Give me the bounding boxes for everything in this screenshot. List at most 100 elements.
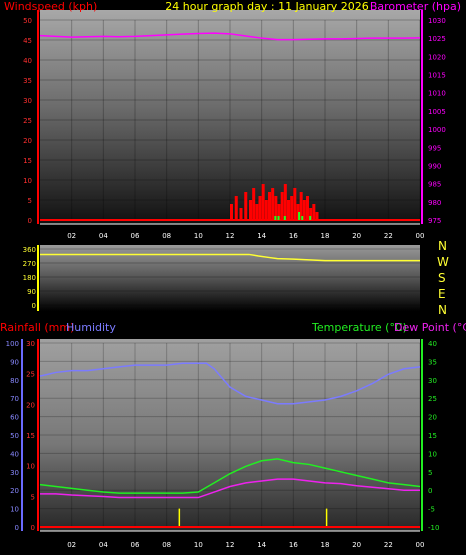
windspeed-bar: [283, 184, 287, 220]
windspeed-tick-label: 30: [23, 97, 32, 105]
temperature-tick-label: 20: [428, 414, 437, 422]
humidity-tick-label: 10: [10, 506, 19, 514]
temperature-x-tick-label: 20: [352, 541, 361, 549]
dewpoint-line: [40, 478, 420, 499]
barometer-tick-label: 1005: [428, 108, 446, 116]
windspeed-axis-title: Windspeed (kph): [4, 0, 97, 13]
windspeed-bar: [255, 204, 259, 220]
windspeed-bar: [271, 188, 275, 220]
wind-x-tick-label: 16: [289, 232, 298, 240]
temperature-x-tick-label: 16: [289, 541, 298, 549]
barometer-axis-title: Barometer (hpa): [370, 0, 461, 13]
wind-x-tick-label: 02: [67, 232, 76, 240]
gust-bar: [283, 216, 286, 220]
direction-tick-label: 270: [23, 260, 36, 268]
direction-tick-label: 180: [23, 274, 36, 282]
humidity-tick-label: 20: [10, 487, 19, 495]
windspeed-bar: [299, 192, 303, 220]
barometer-tick-label: 980: [428, 199, 441, 207]
compass-label-n-top: N: [438, 239, 447, 253]
gust-bar: [274, 216, 277, 220]
temperature-x-tick-label: 00: [416, 541, 425, 549]
windspeed-bar: [230, 204, 233, 220]
wind-x-tick-label: 22: [384, 232, 393, 240]
windspeed-bar: [252, 188, 256, 220]
temperature-x-tick-label: 14: [257, 541, 266, 549]
wind-x-tick-label: 04: [99, 232, 108, 240]
wind-x-tick-label: 12: [226, 232, 235, 240]
humidity-tick-label: 30: [10, 469, 19, 477]
windspeed-tick-label: 45: [23, 37, 32, 45]
windspeed-tick-label: 50: [23, 17, 32, 25]
temperature-x-tick-label: 12: [226, 541, 235, 549]
humidity-line: [39, 362, 421, 405]
humidity-tick-label: 90: [10, 358, 19, 366]
rainfall-tick-label: 10: [26, 463, 35, 471]
temperature-line: [39, 458, 421, 494]
temperature-x-tick-label: 04: [99, 541, 108, 549]
humidity-tick-label: 100: [6, 340, 19, 348]
temperature-x-tick-label: 02: [67, 541, 76, 549]
barometer-tick-label: 1010: [428, 90, 446, 98]
windspeed-tick-label: 5: [28, 197, 32, 205]
rainfall-tick-label: 25: [26, 371, 35, 379]
axes: 0510152025303540455097598098599099510001…: [6, 10, 446, 549]
windspeed-bar: [296, 204, 300, 220]
windspeed-bar: [290, 196, 294, 220]
humidity-tick-label: 70: [10, 395, 19, 403]
wind-x-tick-label: 14: [257, 232, 266, 240]
wind-x-tick-label: 06: [131, 232, 140, 240]
windspeed-bar: [239, 208, 243, 220]
temperature-x-tick-label: 10: [194, 541, 203, 549]
rainfall-tick-label: 30: [26, 340, 35, 348]
windspeed-bar: [277, 204, 281, 220]
barometer-tick-label: 995: [428, 144, 441, 152]
gust-bar: [298, 212, 301, 220]
windspeed-bar: [287, 200, 290, 220]
windspeed-bar: [258, 196, 262, 220]
wind-x-tick-label: 18: [321, 232, 330, 240]
windspeed-bar: [274, 196, 278, 220]
temperature-x-tick-label: 22: [384, 541, 393, 549]
rainfall-axis-title: Rainfall (mm): [0, 321, 74, 334]
windspeed-tick-label: 20: [23, 137, 32, 145]
temperature-tick-label: 0: [428, 487, 432, 495]
rainfall-tick-label: 20: [26, 401, 35, 409]
barometer-tick-label: 1015: [428, 72, 446, 80]
compass-label-w: W: [437, 255, 449, 269]
windspeed-bar: [293, 188, 297, 220]
temperature-axis-title: Temperature (°C): [311, 321, 407, 334]
windspeed-tick-label: 0: [28, 217, 32, 225]
temperature-tick-label: 5: [428, 469, 432, 477]
barometer-tick-label: 985: [428, 181, 441, 189]
compass-label-n-bottom: N: [438, 303, 447, 317]
temperature-tick-label: 10: [428, 450, 437, 458]
humidity-tick-label: 0: [15, 524, 19, 532]
barometer-line: [39, 32, 421, 41]
temperature-x-tick-label: 18: [321, 541, 330, 549]
windspeed-bar: [309, 208, 313, 220]
gust-bar: [277, 216, 280, 220]
temperature-tick-label: 30: [428, 377, 437, 385]
humidity-tick-label: 50: [10, 432, 19, 440]
windspeed-bar: [244, 192, 248, 220]
direction-tick-label: 90: [27, 288, 36, 296]
wind-direction-line: [40, 253, 420, 262]
windspeed-tick-label: 25: [23, 117, 32, 125]
temperature-panel-background: [40, 339, 420, 531]
barometer-tick-label: 1000: [428, 126, 446, 134]
rainfall-tick-label: 0: [31, 524, 35, 532]
temperature-tick-label: -5: [428, 506, 435, 514]
barometer-tick-label: 990: [428, 162, 441, 170]
wind-x-tick-label: 20: [352, 232, 361, 240]
windspeed-tick-label: 35: [23, 77, 32, 85]
rainfall-tick-label: 5: [31, 493, 35, 501]
direction-tick-label: 360: [23, 246, 36, 254]
gust-bar: [309, 216, 312, 220]
windspeed-bar: [264, 200, 268, 220]
windspeed-tick-label: 15: [23, 157, 32, 165]
windspeed-bar: [268, 192, 271, 220]
direction-tick-label: 0: [32, 302, 36, 310]
wind-x-tick-label: 08: [162, 232, 171, 240]
